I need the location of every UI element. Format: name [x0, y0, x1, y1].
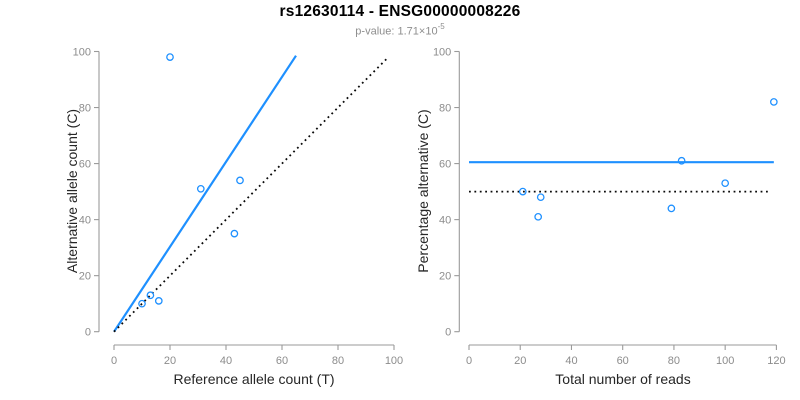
y-tick-label: 80	[79, 102, 91, 114]
data-point	[236, 176, 244, 185]
x-tick-label: 60	[276, 355, 288, 367]
figure-subtitle: p-value: 1.71×10-5	[0, 22, 800, 38]
right-plot-yaxis-label: Percentage alternative (C)	[415, 109, 431, 273]
x-tick-label: 40	[565, 355, 577, 367]
data-point	[769, 98, 778, 106]
figure-title: rs12630114 - ENSG00000008226	[279, 3, 521, 20]
y-tick-label: 40	[439, 214, 451, 226]
y-tick-label: 40	[79, 214, 91, 226]
pvalue-label: p-value:	[355, 25, 398, 38]
identity-line	[113, 56, 390, 333]
data-point	[138, 299, 146, 308]
left-plot-xaxis-label: Reference allele count (T)	[173, 371, 335, 387]
y-tick-label: 0	[445, 327, 451, 339]
data-point	[536, 193, 545, 202]
data-point	[677, 156, 686, 165]
y-tick-label: 0	[85, 327, 91, 339]
y-tick-label: 100	[433, 46, 451, 58]
data-point	[721, 179, 730, 188]
fit-line	[113, 55, 297, 333]
y-tick-label: 60	[79, 158, 91, 170]
data-point	[146, 291, 155, 300]
x-tick-label: 100	[716, 355, 734, 367]
left-plot-yaxis-label: Alternative allele count (C)	[64, 108, 80, 274]
x-tick-label: 80	[332, 355, 344, 367]
x-tick-label: 20	[514, 355, 526, 367]
data-point	[196, 184, 205, 193]
x-tick-label: 0	[111, 355, 117, 367]
y-tick-label: 20	[439, 270, 451, 282]
data-point	[230, 229, 239, 238]
x-tick-label: 60	[617, 355, 629, 367]
pvalue-exponent: -5	[437, 22, 445, 31]
pvalue-base: 1.71×10	[397, 25, 438, 38]
data-point	[154, 297, 163, 305]
x-tick-label: 80	[668, 355, 680, 367]
data-point	[166, 53, 174, 61]
y-tick-label: 20	[79, 270, 91, 282]
x-tick-label: 20	[164, 355, 176, 367]
x-tick-label: 120	[767, 355, 785, 367]
y-tick-label: 60	[439, 158, 451, 170]
data-point	[667, 204, 676, 213]
data-point	[518, 187, 527, 196]
x-tick-label: 40	[220, 355, 232, 367]
y-tick-label: 100	[73, 46, 91, 58]
y-tick-label: 80	[439, 102, 451, 114]
data-point	[534, 212, 543, 221]
x-tick-label: 0	[466, 355, 472, 367]
right-plot-xaxis-label: Total number of reads	[555, 371, 691, 387]
x-tick-label: 100	[385, 355, 403, 367]
